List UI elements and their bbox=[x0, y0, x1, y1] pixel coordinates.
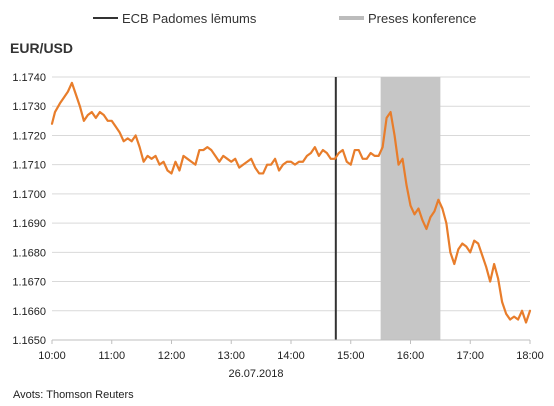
gridlines bbox=[52, 76, 530, 341]
y-tick-label: 1.1650 bbox=[12, 335, 46, 347]
chart-title: EUR/USD bbox=[10, 40, 73, 56]
x-tick-label: 14:00 bbox=[277, 350, 305, 362]
y-tick-label: 1.1660 bbox=[12, 306, 46, 318]
x-tick-label: 15:00 bbox=[337, 350, 365, 362]
x-tick-label: 11:00 bbox=[98, 350, 125, 362]
x-axis: 10:00 11:00 12:00 13:00 14:00 15:00 16:00 17:00… bbox=[38, 339, 544, 362]
y-tick-label: 1.1710 bbox=[12, 160, 46, 172]
y-tick-label: 1.1670 bbox=[12, 277, 46, 289]
press-conference-band bbox=[380, 77, 441, 340]
x-tick-label: 18:00 bbox=[516, 350, 544, 362]
legend-ecb-label: ECB Padomes lēmums bbox=[122, 11, 257, 26]
series-line bbox=[50, 81, 532, 324]
legend: ECB Padomes lēmums Preses konference bbox=[93, 11, 476, 26]
legend-press-label: Preses konference bbox=[368, 11, 476, 26]
y-tick-label: 1.1680 bbox=[12, 247, 46, 259]
date-label: 26.07.2018 bbox=[228, 368, 283, 380]
y-tick-label: 1.1690 bbox=[12, 218, 46, 230]
y-tick-label: 1.1740 bbox=[12, 72, 46, 84]
x-tick-label: 13:00 bbox=[217, 350, 245, 362]
press-conference-rect bbox=[380, 77, 441, 340]
y-axis: 1.1650 1.1660 1.1670 1.1680 1.1690 1.1700 1.17… bbox=[12, 72, 46, 347]
x-tick-label: 10:00 bbox=[38, 350, 66, 362]
y-tick-label: 1.1730 bbox=[12, 101, 46, 113]
x-tick-label: 12:00 bbox=[158, 350, 186, 362]
y-tick-label: 1.1720 bbox=[12, 130, 46, 142]
x-tick-label: 16:00 bbox=[397, 350, 425, 362]
y-tick-label: 1.1700 bbox=[12, 189, 46, 201]
series-eurusd bbox=[50, 81, 532, 324]
x-tick-label: 17:00 bbox=[456, 350, 484, 362]
source-note: Avots: Thomson Reuters bbox=[13, 389, 134, 401]
